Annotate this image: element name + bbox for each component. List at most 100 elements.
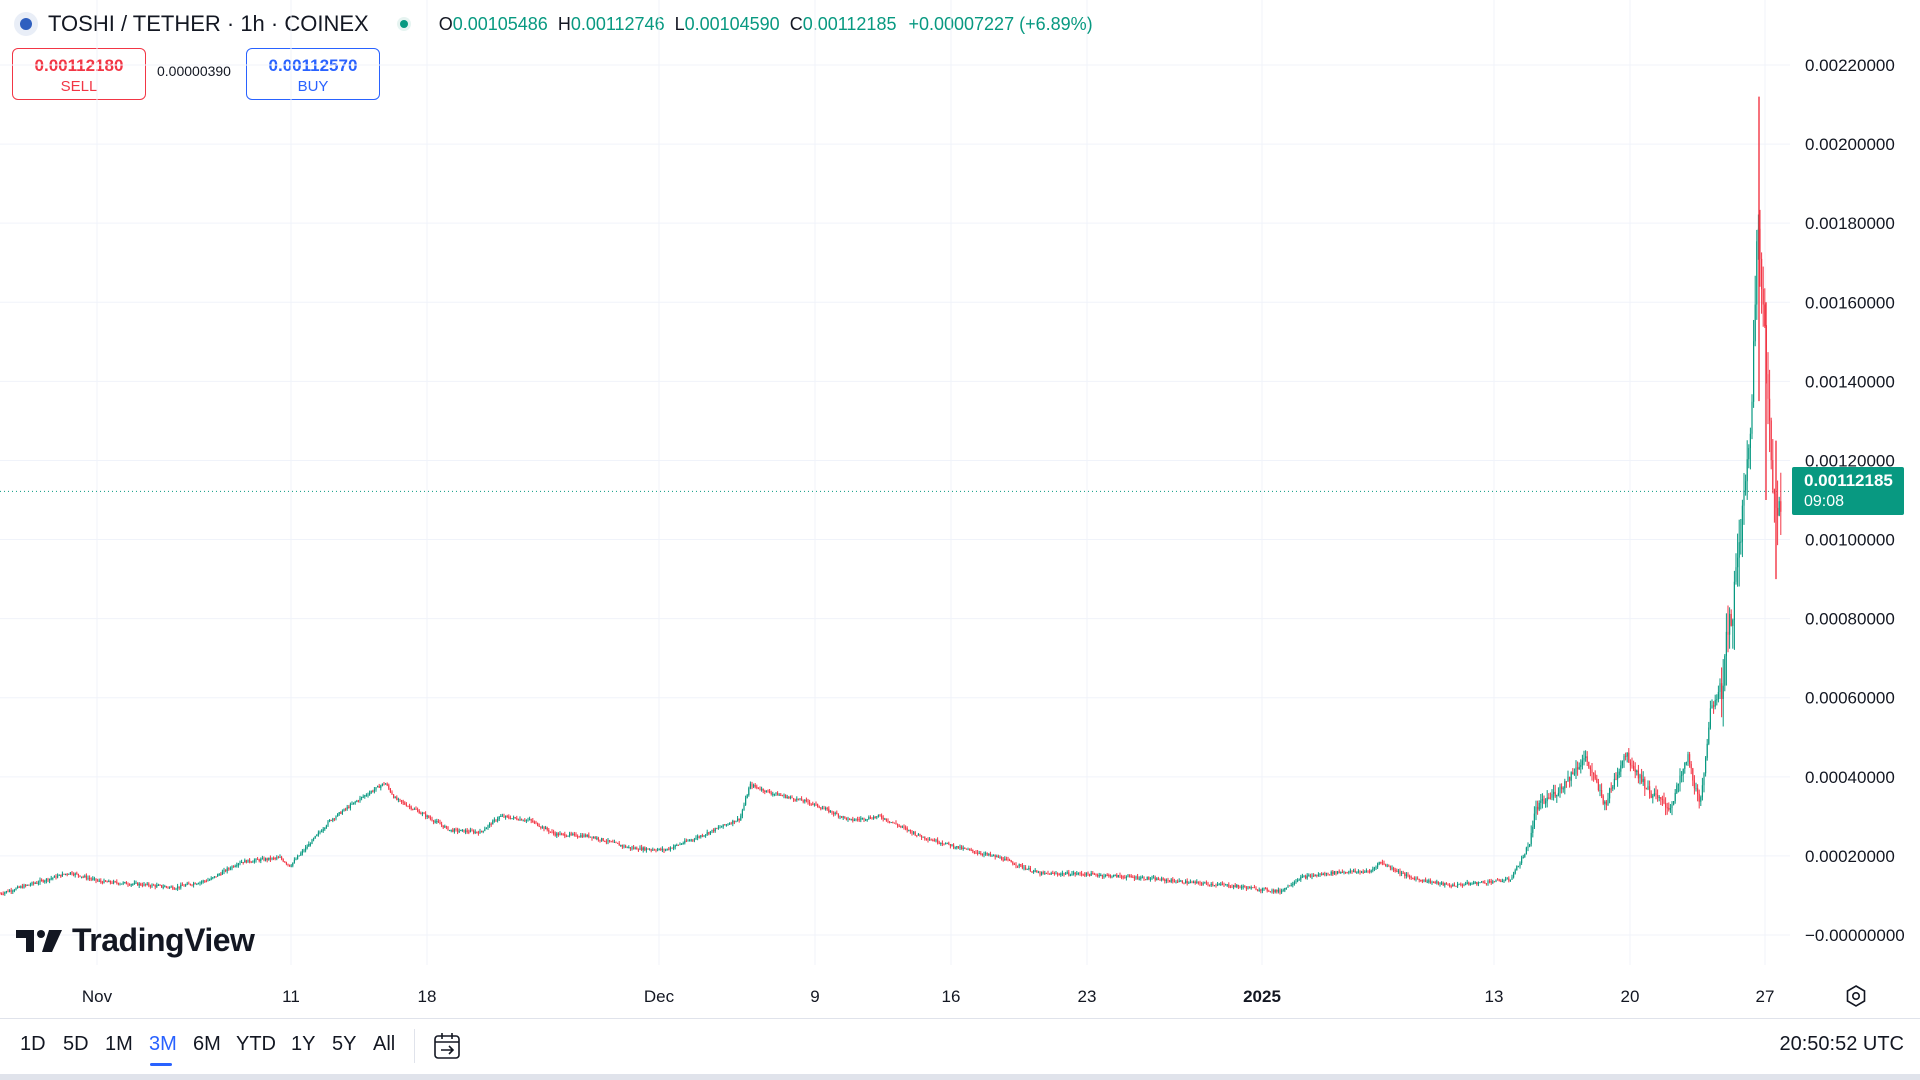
candle-body [1609,788,1611,799]
candle-body [1074,872,1076,875]
candle-body [188,883,190,885]
candle-body [169,886,171,888]
candle-body [1719,683,1721,692]
candle-body [1023,867,1025,869]
candle-body [1292,884,1294,886]
candle-body [989,853,991,856]
candle-body [557,833,559,836]
candle-body [882,817,884,820]
candle-body [951,844,953,847]
candle-body [573,833,575,835]
candle-body [687,840,689,842]
candle-body [1580,765,1582,767]
timeframe-all[interactable]: All [373,1033,396,1055]
candle-body [228,868,230,870]
candle-body [812,803,814,805]
candle-body [209,879,211,881]
candle-body [108,880,110,883]
candle-body [905,827,907,829]
candle-body [468,831,470,833]
candle-body [404,802,406,805]
timeframe-6m[interactable]: 6M [193,1033,221,1055]
candle-body [217,874,219,877]
candle-body [1385,864,1387,866]
candle-body [545,827,547,830]
candle-body [450,829,452,831]
timeframe-3m[interactable]: 3M [149,1033,177,1055]
candle-body [781,795,783,797]
candle-body [924,836,926,839]
candle-body [754,785,756,787]
candle-body [1653,793,1655,796]
timeframe-1y[interactable]: 1Y [291,1033,316,1055]
utc-clock[interactable]: 20:50:52 UTC [1779,1033,1904,1055]
candle-body [301,850,303,854]
candle-body [306,846,308,848]
candle-body [498,816,500,819]
candle-body [658,848,660,850]
candle-body [1553,791,1555,794]
candle-body [1501,880,1503,882]
candle-body [551,831,553,833]
candle-body [1092,873,1094,875]
candle-body [690,839,692,841]
candle-body [556,833,558,836]
timeframe-ytd[interactable]: YTD [236,1033,276,1055]
candle-body [1263,888,1265,890]
calendar-icon[interactable] [433,1031,463,1061]
candle-body [1031,871,1033,873]
candle-body [1748,447,1750,460]
price-chart[interactable]: 0.00220000 0.00200000 0.00180000 0.00160000… [0,0,1920,1018]
candle-body [954,847,956,849]
candle-body [514,817,516,819]
candle-body [1049,873,1051,875]
candle-body [1293,882,1295,885]
candle-body [199,882,201,884]
tradingview-watermark[interactable]: TradingView [16,922,255,959]
candle-body [23,885,25,888]
candle-body [1562,788,1564,790]
candle-body [604,840,606,842]
candle-body [799,798,801,800]
candle-body [1181,880,1183,883]
candle-body [1658,797,1660,799]
candle-body [725,824,727,826]
candle-body [143,883,145,886]
candle-body [1506,878,1508,880]
timeframe-5y[interactable]: 5Y [332,1033,357,1055]
candle-body [253,860,255,862]
candle-body [393,794,395,798]
candle-body [1556,794,1558,797]
candle-body [578,836,580,838]
candle-body [489,823,491,826]
candle-body [85,875,87,879]
candle-body [500,815,502,817]
candle-body [1260,889,1262,891]
settings-icon[interactable] [1844,984,1868,1008]
sell-button[interactable]: 0.00112180 SELL [12,48,146,100]
timeframe-5d[interactable]: 5D [63,1033,89,1055]
candle-body [175,888,177,890]
symbol-title[interactable]: TOSHI / TETHER · 1h · COINEX [48,11,369,36]
timeframe-1d[interactable]: 1D [20,1033,46,1055]
market-open-dot-icon[interactable] [396,17,411,31]
candle-body [1500,880,1502,882]
candle-body [1258,889,1260,891]
candle-body [76,873,78,875]
candle-body [1615,778,1617,780]
candle-body [1015,864,1017,866]
candle-body [642,847,644,851]
timeframe-1m[interactable]: 1M [105,1033,133,1055]
candle-body [378,786,380,788]
candle-body [933,840,935,842]
chart-header: TOSHI / TETHER · 1h · COINEX O0.00105486… [0,0,1920,48]
candle-body [1231,886,1233,888]
candle-body [1194,881,1196,884]
time-axis-label: Nov [82,987,113,1006]
candle-body [337,813,339,817]
candle-body [1026,868,1028,870]
candle-body [21,886,23,888]
candle-body [1572,772,1574,775]
candle-body [1498,879,1500,881]
candle-body [706,832,708,835]
